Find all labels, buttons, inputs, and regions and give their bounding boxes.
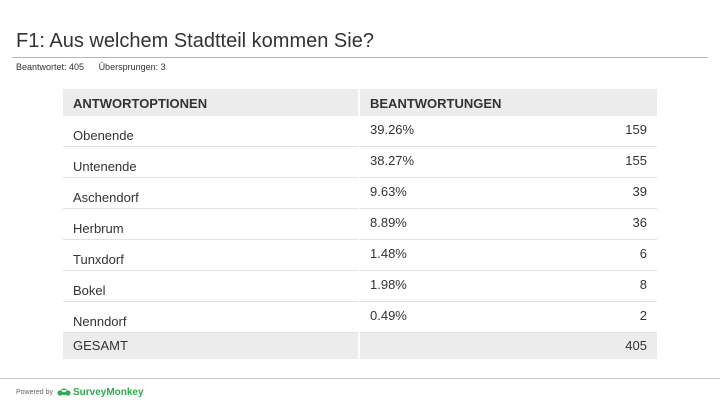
total-count: 405 bbox=[625, 338, 647, 353]
answer-option: Nenndorf bbox=[63, 302, 360, 333]
answer-count: 2 bbox=[639, 308, 647, 323]
footer: Powered by SurveyMonkey bbox=[16, 386, 144, 398]
table-row: Nenndorf 0.49% 2 bbox=[63, 302, 657, 333]
question-title: F1: Aus welchem Stadtteil kommen Sie? bbox=[16, 30, 374, 52]
answer-count: 6 bbox=[639, 246, 647, 261]
answered-count: Beantwortet: 405 bbox=[16, 62, 85, 72]
surveymonkey-brand[interactable]: SurveyMonkey bbox=[72, 386, 144, 398]
table-row: Herbrum 8.89% 36 bbox=[63, 209, 657, 240]
answer-responses: 0.49% 2 bbox=[360, 302, 657, 333]
answer-option: Herbrum bbox=[63, 209, 360, 240]
answer-percent: 0.49% bbox=[370, 308, 407, 323]
table-row: Aschendorf 9.63% 39 bbox=[63, 178, 657, 209]
header-options: ANTWORTOPTIONEN bbox=[63, 89, 360, 116]
results-table: ANTWORTOPTIONEN BEANTWORTUNGEN Obenende … bbox=[63, 89, 657, 359]
total-responses: 405 bbox=[360, 333, 657, 359]
table-row: Obenende 39.26% 159 bbox=[63, 116, 657, 147]
title-divider bbox=[12, 57, 708, 58]
answer-percent: 9.63% bbox=[370, 184, 407, 199]
footer-divider bbox=[0, 378, 720, 379]
answer-responses: 1.98% 8 bbox=[360, 271, 657, 302]
table-row: Untenende 38.27% 155 bbox=[63, 147, 657, 178]
answer-percent: 8.89% bbox=[370, 215, 407, 230]
answer-count: 39 bbox=[632, 184, 647, 199]
answer-count: 8 bbox=[639, 277, 647, 292]
total-row: GESAMT 405 bbox=[63, 333, 657, 359]
table-row: Tunxdorf 1.48% 6 bbox=[63, 240, 657, 271]
total-label: GESAMT bbox=[63, 333, 360, 359]
skipped-count: Übersprungen: 3 bbox=[98, 62, 166, 72]
answer-responses: 1.48% 6 bbox=[360, 240, 657, 271]
answer-percent: 39.26% bbox=[370, 122, 415, 137]
surveymonkey-logo-icon bbox=[57, 388, 71, 396]
answer-count: 155 bbox=[625, 153, 647, 168]
answer-option: Bokel bbox=[63, 271, 360, 302]
answer-option: Aschendorf bbox=[63, 178, 360, 209]
answer-option: Untenende bbox=[63, 147, 360, 178]
answer-percent: 1.48% bbox=[370, 246, 407, 261]
answer-count: 36 bbox=[632, 215, 647, 230]
answer-percent: 1.98% bbox=[370, 277, 407, 292]
answer-responses: 9.63% 39 bbox=[360, 178, 657, 209]
answer-option: Obenende bbox=[63, 116, 360, 147]
answer-percent: 38.27% bbox=[370, 153, 415, 168]
answer-option: Tunxdorf bbox=[63, 240, 360, 271]
header-responses: BEANTWORTUNGEN bbox=[370, 96, 502, 111]
powered-by-text: Powered by bbox=[16, 388, 53, 396]
response-stats: Beantwortet: 405 Übersprungen: 3 bbox=[16, 62, 166, 72]
answer-count: 159 bbox=[625, 122, 647, 137]
answer-responses: 39.26% 159 bbox=[360, 116, 657, 147]
table-row: Bokel 1.98% 8 bbox=[63, 271, 657, 302]
answer-responses: 38.27% 155 bbox=[360, 147, 657, 178]
table-header: ANTWORTOPTIONEN BEANTWORTUNGEN bbox=[63, 89, 657, 116]
answer-responses: 8.89% 36 bbox=[360, 209, 657, 240]
